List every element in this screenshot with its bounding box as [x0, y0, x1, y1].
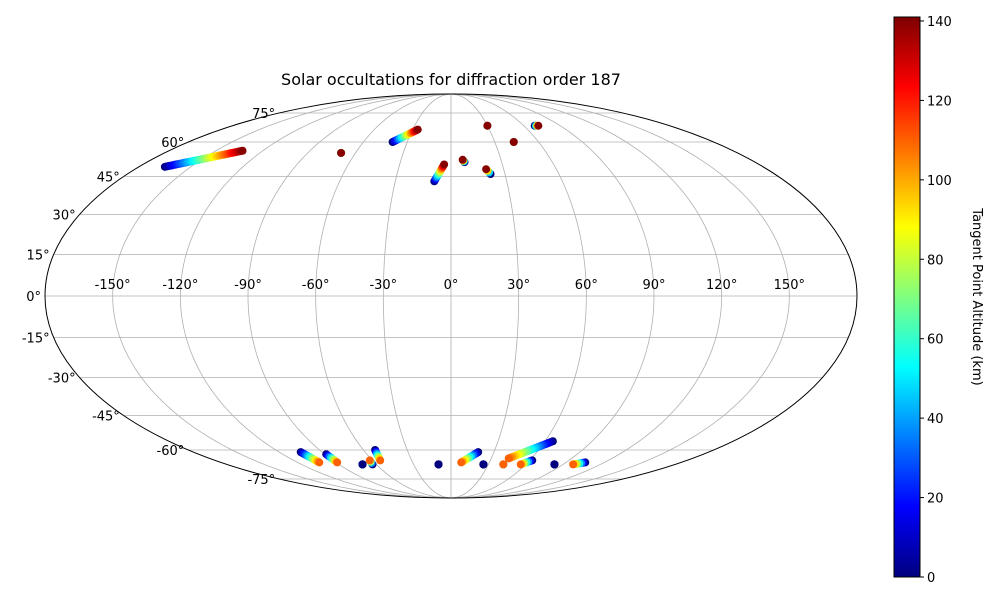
occultation-point: [504, 454, 513, 463]
occultation-point: [516, 460, 525, 469]
latitude-tick-label: 60°: [161, 136, 184, 151]
occultation-track: [296, 448, 324, 467]
latitude-tick-label: 0°: [26, 290, 41, 305]
colorbar-tick-label: 120: [927, 94, 952, 109]
occultation-point: [333, 458, 342, 467]
occultation-point: [509, 137, 518, 146]
longitude-tick-label: 60°: [575, 278, 598, 293]
occultation-track: [504, 437, 557, 463]
longitude-gridline: [247, 93, 452, 499]
occultation-track: [322, 450, 342, 467]
occultation-track: [388, 125, 422, 146]
occultation-track: [434, 460, 443, 469]
occultation-point: [358, 460, 367, 469]
longitude-gridline: [179, 93, 452, 499]
occultation-track: [509, 137, 518, 146]
occultation-point: [569, 460, 578, 469]
map-outline: [44, 93, 858, 499]
latitude-tick-label: 30°: [53, 208, 76, 223]
occultation-point: [376, 456, 385, 465]
latitude-tick-label: -15°: [22, 331, 50, 346]
graticule: [45, 93, 857, 499]
chart-title: Solar occultations for diffraction order…: [281, 70, 621, 89]
occultation-point: [483, 121, 492, 130]
longitude-gridline: [450, 93, 655, 499]
latitude-tick-label: -75°: [247, 473, 275, 488]
longitude-tick-label: 120°: [706, 278, 737, 293]
occultation-track: [458, 155, 469, 167]
colorbar-tick-label: 0: [927, 571, 935, 586]
colorbar-tick-label: 40: [927, 412, 944, 427]
colorbar-tick-label: 140: [927, 15, 952, 30]
occultation-point: [434, 460, 443, 469]
latitude-labels: 75° 60° 45° 30° 15° 0° -15° -30° -45° -60° -75°: [22, 107, 275, 488]
longitude-gridline: [450, 93, 790, 499]
colorbar-gradient: [893, 16, 921, 578]
longitude-tick-label: -60°: [302, 278, 330, 293]
occultation-point: [238, 146, 247, 155]
occultation-track: [569, 458, 590, 469]
latitude-tick-label: -30°: [48, 372, 76, 387]
occultation-track: [499, 460, 508, 469]
latitude-tick-label: -60°: [157, 444, 185, 459]
longitude-tick-label: -30°: [369, 278, 397, 293]
occultation-track: [430, 160, 449, 186]
occultation-points: [160, 121, 590, 469]
longitude-tick-label: 0°: [444, 278, 459, 293]
longitude-tick-label: -90°: [234, 278, 262, 293]
longitude-gridline: [450, 93, 520, 499]
colorbar-tick-label: 20: [927, 492, 944, 507]
longitude-tick-label: 90°: [642, 278, 665, 293]
latitude-tick-label: -45°: [92, 410, 120, 425]
occultation-point: [337, 148, 346, 157]
longitude-gridline: [112, 93, 452, 499]
occultation-point: [315, 458, 324, 467]
occultation-track: [160, 146, 247, 171]
latitude-tick-label: 75°: [252, 107, 275, 122]
latitude-tick-label: 15°: [27, 249, 50, 264]
occultation-point: [499, 460, 508, 469]
longitude-gridline: [315, 93, 452, 499]
longitude-gridline: [382, 93, 452, 499]
colorbar-tick-label: 60: [927, 333, 944, 348]
occultation-point: [413, 125, 422, 134]
occultation-point: [534, 121, 543, 130]
occultation-track: [479, 460, 488, 469]
occultation-track: [483, 121, 492, 130]
latitude-tick-label: 45°: [97, 170, 120, 185]
occultation-point: [365, 456, 374, 465]
occultation-track: [550, 460, 559, 469]
occultation-point: [482, 165, 491, 174]
occultation-point: [550, 460, 559, 469]
occultation-point: [458, 155, 467, 164]
longitude-labels: -150° -120° -90° -60° -30° 0° 30° 60° 90° 120° 150…: [95, 278, 805, 293]
longitude-tick-label: -120°: [162, 278, 198, 293]
longitude-tick-label: -150°: [95, 278, 131, 293]
occultation-track: [371, 446, 385, 465]
occultation-point: [457, 458, 466, 467]
occultation-track: [337, 148, 346, 157]
occultation-track: [516, 456, 537, 469]
occultation-track: [457, 448, 483, 467]
occultation-point: [479, 460, 488, 469]
colorbar-tick-label: 80: [927, 253, 944, 268]
longitude-tick-label: 150°: [774, 278, 805, 293]
map-boundary: [44, 93, 858, 499]
occultation-point: [440, 160, 449, 169]
occultation-track: [358, 460, 367, 469]
colorbar-tick-label: 100: [927, 174, 952, 189]
longitude-gridline: [450, 93, 723, 499]
colorbar: 0 20 40 60 80 100 120 140 Tangent Point Altitude…: [893, 15, 984, 586]
longitude-tick-label: 30°: [507, 278, 530, 293]
occultation-track: [530, 121, 543, 130]
occultation-track: [365, 456, 377, 469]
occultation-track: [482, 165, 495, 178]
colorbar-label: Tangent Point Altitude (km): [969, 207, 984, 385]
